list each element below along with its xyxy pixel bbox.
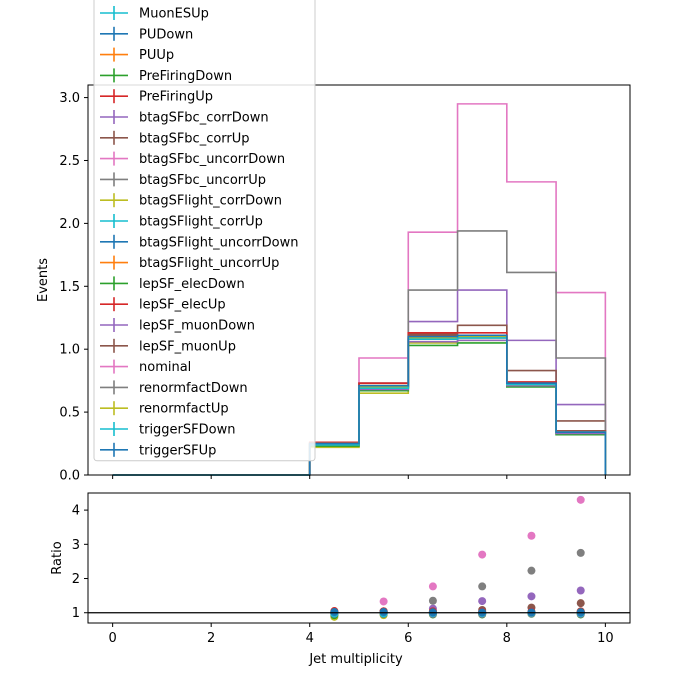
ratio-point-7-7 xyxy=(478,550,487,559)
x-tick-label-4: 8 xyxy=(503,631,511,646)
main-axes: 0.0 0.5 1.0 1.5 2.0 2.5 3.0 xyxy=(59,84,631,484)
legend-label-4: PreFiringUp xyxy=(139,90,213,105)
legend-label-12: btagSFlight_uncorrUp xyxy=(139,256,279,271)
ratio-point-7-9 xyxy=(576,495,585,504)
legend-label-18: renormfactDown xyxy=(139,381,248,396)
x-tick-label-0: 0 xyxy=(108,631,116,646)
ratio-point-5-8 xyxy=(527,592,536,601)
legend-label-11: btagSFlight_uncorrDown xyxy=(139,235,299,250)
ratio-point-7-8 xyxy=(527,531,536,540)
legend-label-10: btagSFlight_corrUp xyxy=(139,215,263,230)
x-tick-label-5: 10 xyxy=(597,631,614,646)
ratio-y-tick-label-0: 1 xyxy=(72,606,80,621)
ratio-point-8-6 xyxy=(428,596,437,605)
legend: MuonESUp PUDown PUUp PreFiringDown PreFiring… xyxy=(93,0,316,462)
x-tick-label-3: 6 xyxy=(404,631,412,646)
legend-label-20: triggerSFDown xyxy=(139,423,235,438)
legend-label-19: renormfactUp xyxy=(139,402,229,417)
ratio-points xyxy=(330,495,585,621)
legend-label-8: btagSFbc_uncorrUp xyxy=(139,173,266,188)
ratio-point-8-8 xyxy=(527,566,536,575)
main-y-tick-label-5: 2.5 xyxy=(59,154,80,169)
legend-label-6: btagSFbc_corrUp xyxy=(139,131,250,146)
ratio-point-21-5 xyxy=(379,608,388,617)
legend-label-9: btagSFlight_corrDown xyxy=(139,194,282,209)
ratio-point-8-9 xyxy=(576,548,585,557)
legend-label-16: lepSF_muonUp xyxy=(139,339,236,354)
ratio-point-5-9 xyxy=(576,586,585,595)
x-axis-label: Jet multiplicity xyxy=(308,652,403,667)
ratio-y-tick-label-2: 3 xyxy=(72,538,80,553)
ratio-point-8-7 xyxy=(478,582,487,591)
y-axis-label: Events xyxy=(36,258,51,302)
ratio-y-tick-label-3: 4 xyxy=(72,504,80,519)
legend-label-2: PUUp xyxy=(139,48,174,63)
main-y-tick-label-4: 2.0 xyxy=(59,217,80,232)
legend-label-3: PreFiringDown xyxy=(139,69,232,84)
legend-label-1: PUDown xyxy=(139,27,193,42)
ratio-point-7-5 xyxy=(379,597,388,606)
ratio-point-7-6 xyxy=(428,582,437,591)
legend-label-0: MuonESUp xyxy=(139,7,209,22)
legend-box xyxy=(93,0,316,462)
main-y-tick-label-2: 1.0 xyxy=(59,343,80,358)
ratio-point-21-4 xyxy=(330,608,339,617)
legend-label-14: lepSF_elecUp xyxy=(139,298,226,313)
main-frame xyxy=(87,84,631,476)
legend-label-7: btagSFbc_uncorrDown xyxy=(139,152,285,167)
ratio-point-5-7 xyxy=(478,597,487,606)
main-y-tick-label-6: 3.0 xyxy=(59,91,80,106)
main-y-tick-label-0: 0.0 xyxy=(59,469,80,484)
x-tick-label-2: 4 xyxy=(306,631,314,646)
main-y-tick-label-3: 1.5 xyxy=(59,280,80,295)
ratio-y-tick-label-1: 2 xyxy=(72,572,80,587)
main-y-tick-label-1: 0.5 xyxy=(59,406,80,421)
legend-label-15: lepSF_muonDown xyxy=(139,319,255,334)
legend-label-5: btagSFbc_corrDown xyxy=(139,111,269,126)
legend-label-13: lepSF_elecDown xyxy=(139,277,245,292)
ratio-frame xyxy=(87,492,631,624)
ratio-y-axis-label: Ratio xyxy=(50,541,65,574)
legend-label-17: nominal xyxy=(139,360,191,375)
x-tick-label-1: 2 xyxy=(207,631,215,646)
legend-label-21: triggerSFUp xyxy=(139,443,216,458)
ratio-point-6-9 xyxy=(576,599,585,608)
